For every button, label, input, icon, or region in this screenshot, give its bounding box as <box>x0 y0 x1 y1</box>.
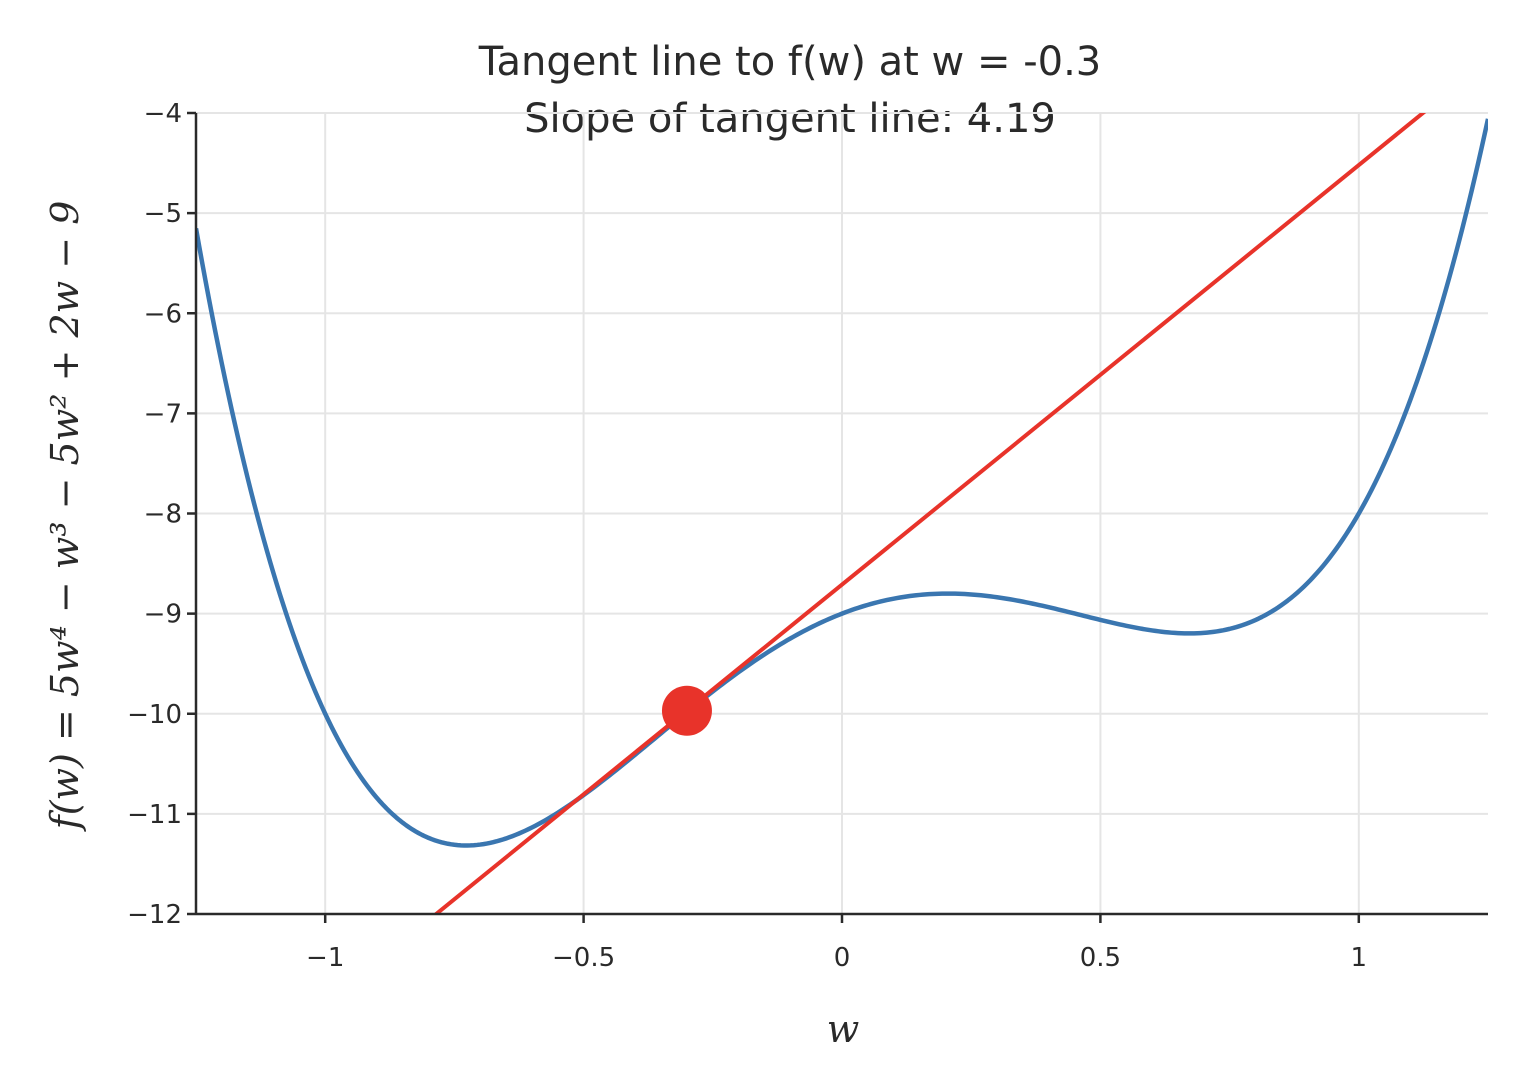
y-tick-label: −5 <box>144 199 182 229</box>
y-tick-label: −12 <box>127 900 182 930</box>
x-axis-ticks: −1 −0.5 0 0.5 1 <box>306 914 1367 973</box>
y-tick-label: −11 <box>127 800 182 830</box>
y-tick-label: −4 <box>144 99 182 129</box>
chart-title-line2: Slope of tangent line: 4.19 <box>524 96 1056 142</box>
x-axis-label: w <box>827 1007 860 1051</box>
y-axis-ticks: −4 −5 −6 −7 −8 −9 −10 −11 −12 <box>127 99 196 930</box>
plot-area <box>196 113 1488 914</box>
grid-lines <box>196 112 1488 915</box>
function-curve <box>196 118 1488 848</box>
y-tick-label: −6 <box>144 299 182 329</box>
x-tick-label: 0.5 <box>1080 943 1121 973</box>
tangent-line <box>433 113 1427 914</box>
x-tick-label: 0 <box>834 943 851 973</box>
y-tick-label: −9 <box>144 600 182 630</box>
tangent-point <box>661 685 712 736</box>
x-tick-label: −0.5 <box>552 943 615 973</box>
y-tick-label: −10 <box>127 700 182 730</box>
y-tick-label: −7 <box>144 399 182 429</box>
chart-title-line1: Tangent line to f(w) at w = -0.3 <box>478 39 1102 85</box>
y-tick-label: −8 <box>144 500 182 530</box>
x-tick-label: 1 <box>1351 943 1368 973</box>
x-tick-label: −1 <box>306 943 344 973</box>
y-axis-label: f(w) = 5w⁴ − w³ − 5w² + 2w − 9 <box>43 201 87 833</box>
